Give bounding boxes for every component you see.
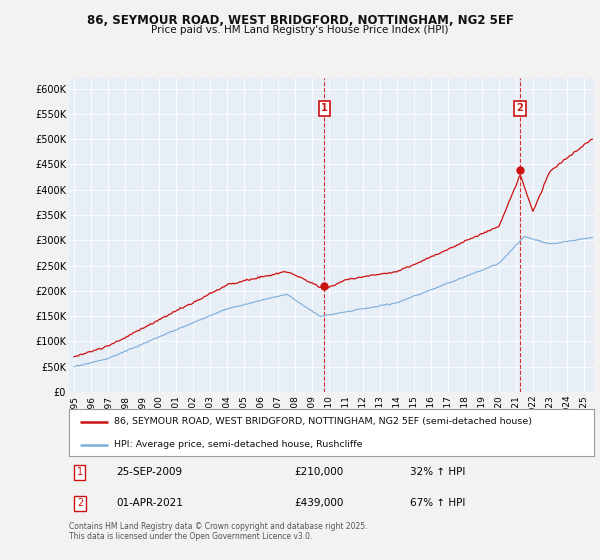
Text: 1: 1 xyxy=(77,467,83,477)
Text: 1: 1 xyxy=(321,103,328,113)
Text: HPI: Average price, semi-detached house, Rushcliffe: HPI: Average price, semi-detached house,… xyxy=(113,440,362,449)
Text: Contains HM Land Registry data © Crown copyright and database right 2025.
This d: Contains HM Land Registry data © Crown c… xyxy=(69,522,367,542)
Text: 2: 2 xyxy=(77,498,83,508)
Text: £439,000: £439,000 xyxy=(295,498,344,508)
Text: 86, SEYMOUR ROAD, WEST BRIDGFORD, NOTTINGHAM, NG2 5EF: 86, SEYMOUR ROAD, WEST BRIDGFORD, NOTTIN… xyxy=(86,14,514,27)
Text: 32% ↑ HPI: 32% ↑ HPI xyxy=(410,467,466,477)
Text: £210,000: £210,000 xyxy=(295,467,344,477)
Text: 01-APR-2021: 01-APR-2021 xyxy=(116,498,183,508)
Text: 86, SEYMOUR ROAD, WEST BRIDGFORD, NOTTINGHAM, NG2 5EF (semi-detached house): 86, SEYMOUR ROAD, WEST BRIDGFORD, NOTTIN… xyxy=(113,417,532,426)
Text: 67% ↑ HPI: 67% ↑ HPI xyxy=(410,498,466,508)
Text: 2: 2 xyxy=(517,103,523,113)
Text: Price paid vs. HM Land Registry's House Price Index (HPI): Price paid vs. HM Land Registry's House … xyxy=(151,25,449,35)
Text: 25-SEP-2009: 25-SEP-2009 xyxy=(116,467,182,477)
